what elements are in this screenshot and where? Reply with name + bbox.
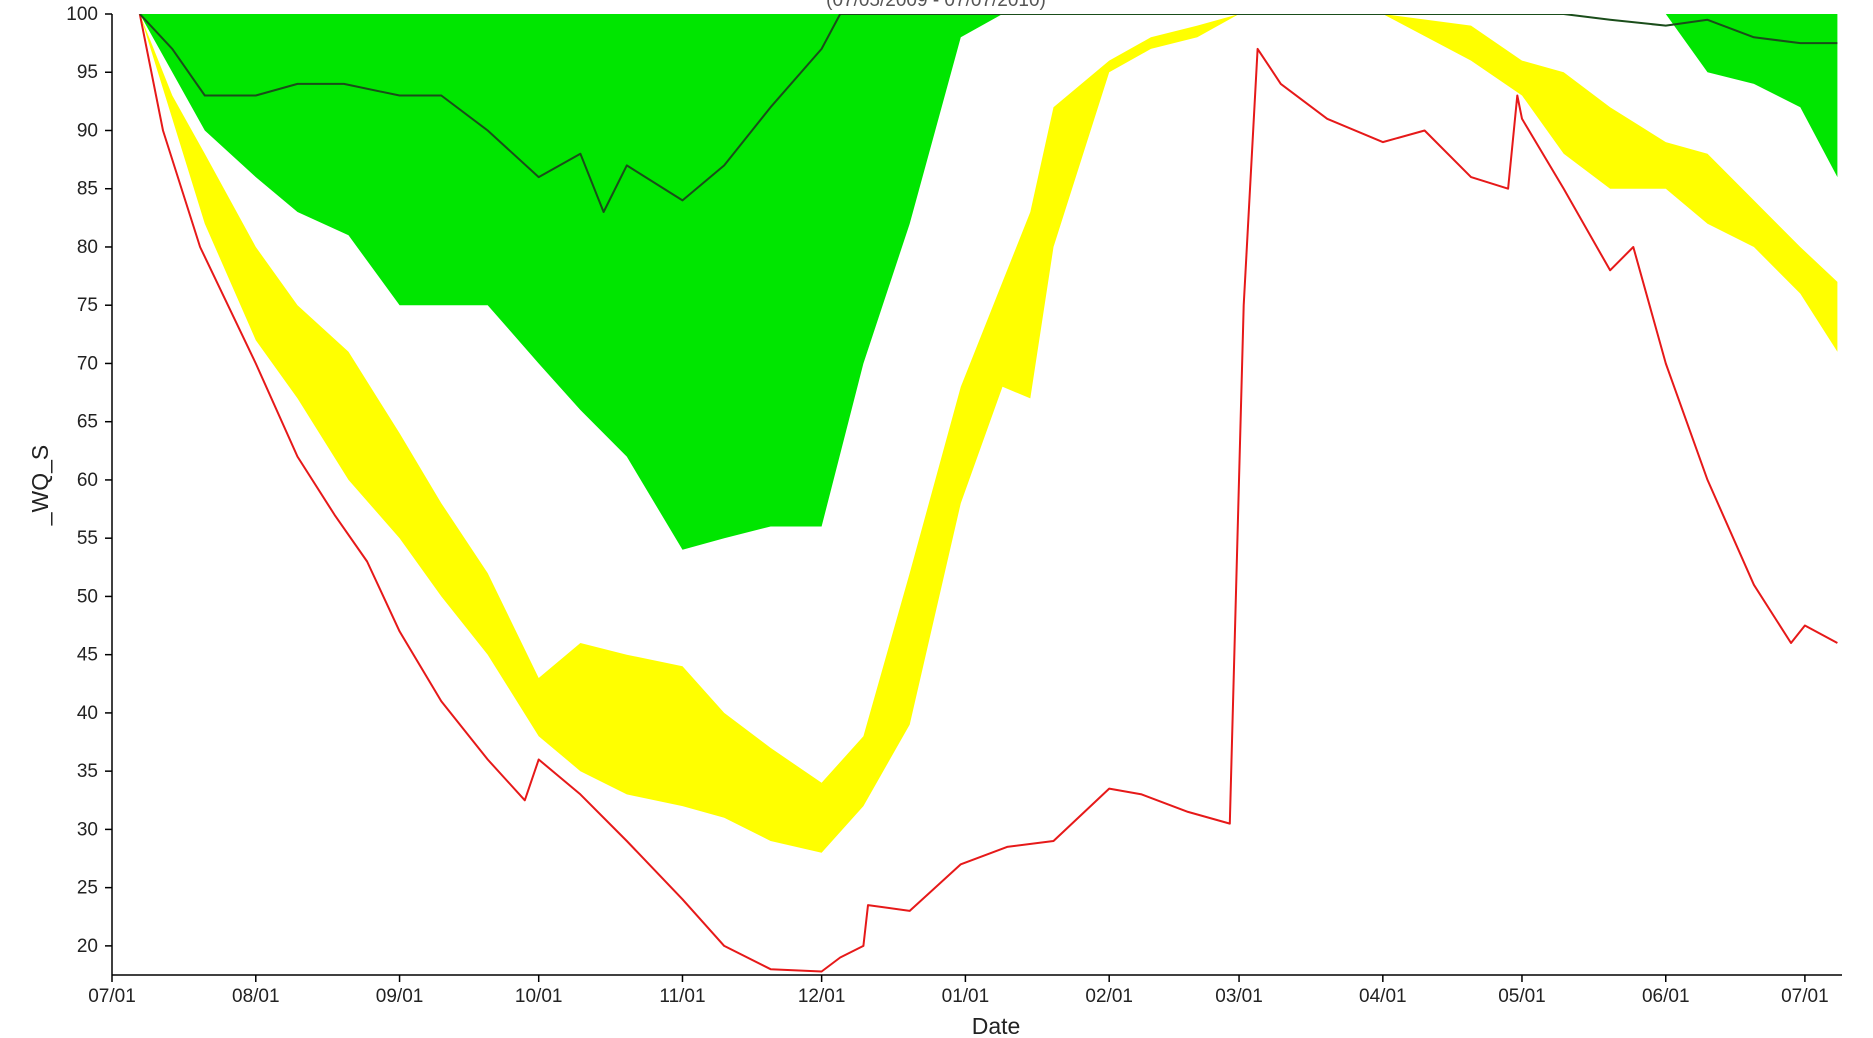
dark-series-line bbox=[139, 14, 1838, 213]
y-tick-label: 70 bbox=[77, 353, 98, 374]
axes-layer: 20 25 30 35 40 45 50 55 60 65 70 75 80 85 90 95 100 07/01… bbox=[66, 4, 1842, 1007]
y-tick-label: 25 bbox=[77, 878, 98, 899]
x-tick-label: 02/01 bbox=[1085, 986, 1133, 1007]
series-lines-layer bbox=[138, 14, 1838, 973]
x-tick-label: 09/01 bbox=[376, 986, 424, 1007]
y-tick-label: 50 bbox=[77, 586, 98, 607]
green-band bbox=[139, 14, 1838, 550]
y-tick-label: 60 bbox=[77, 470, 98, 491]
y-axis-title: _WQ_S bbox=[27, 445, 53, 527]
y-tick-label: 30 bbox=[77, 819, 98, 840]
y-tick-label: 95 bbox=[77, 62, 98, 83]
x-tick-label: 01/01 bbox=[942, 986, 990, 1007]
y-tick-label: 40 bbox=[77, 703, 98, 724]
y-tick-label: 55 bbox=[77, 528, 98, 549]
x-tick-label: 12/01 bbox=[798, 986, 846, 1007]
red-series-line bbox=[138, 14, 1838, 973]
x-tick-label: 05/01 bbox=[1498, 986, 1546, 1007]
x-tick-label: 10/01 bbox=[515, 986, 563, 1007]
x-tick-label: 03/01 bbox=[1215, 986, 1263, 1007]
y-tick-label: 85 bbox=[77, 179, 98, 200]
y-tick-label: 20 bbox=[77, 936, 98, 957]
y-tick-label: 65 bbox=[77, 412, 98, 433]
x-tick-label: 06/01 bbox=[1642, 986, 1690, 1007]
x-tick-label: 07/01 bbox=[88, 986, 136, 1007]
x-tick-label: 07/01 bbox=[1781, 986, 1829, 1007]
x-axis-title: Date bbox=[972, 1013, 1021, 1038]
y-tick-label: 90 bbox=[77, 120, 98, 141]
x-tick-label: 11/01 bbox=[659, 986, 705, 1007]
y-tick-label: 80 bbox=[77, 237, 98, 258]
bands-layer bbox=[139, 14, 1838, 853]
x-tick-label: 08/01 bbox=[232, 986, 280, 1007]
y-tick-label: 100 bbox=[66, 4, 98, 25]
y-tick-label: 75 bbox=[77, 295, 98, 316]
x-tick-label: 04/01 bbox=[1359, 986, 1407, 1007]
chart-title: (07/05/2009 - 07/07/2010) bbox=[826, 0, 1046, 11]
y-tick-label: 35 bbox=[77, 761, 98, 782]
y-tick-label: 45 bbox=[77, 645, 98, 666]
